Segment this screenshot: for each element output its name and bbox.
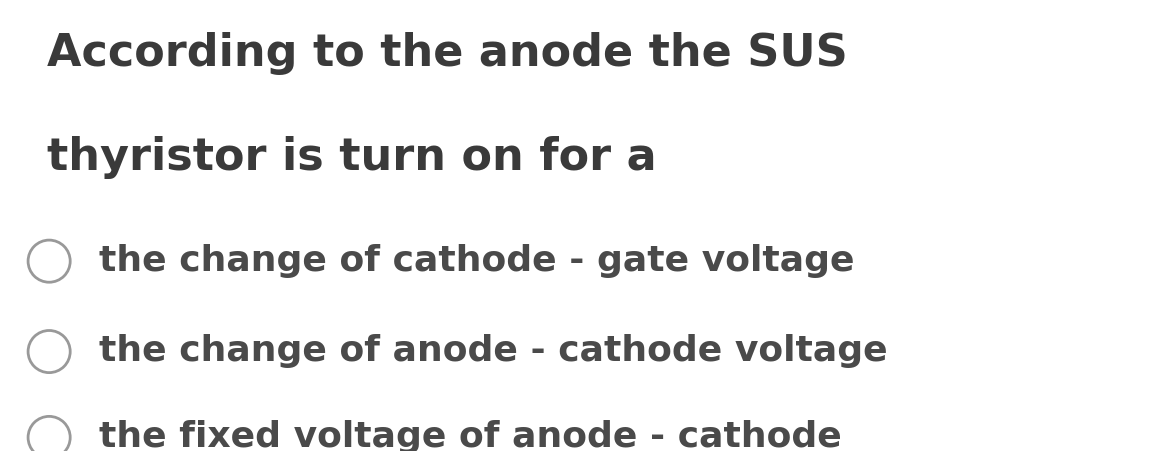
Text: thyristor is turn on for a: thyristor is turn on for a [47,135,656,178]
Text: the change of cathode - gate voltage: the change of cathode - gate voltage [99,244,855,277]
Text: the fixed voltage of anode - cathode: the fixed voltage of anode - cathode [99,419,842,451]
Text: the change of anode - cathode voltage: the change of anode - cathode voltage [99,334,888,368]
Text: According to the anode the SUS: According to the anode the SUS [47,32,847,74]
